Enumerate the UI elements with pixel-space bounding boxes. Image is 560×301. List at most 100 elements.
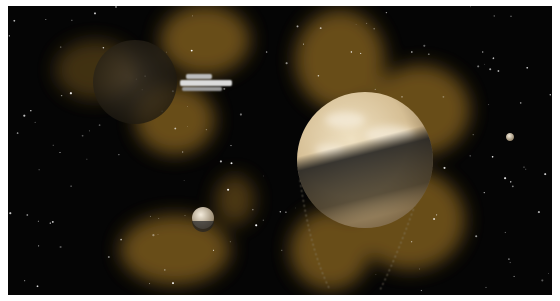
star [504, 177, 506, 179]
star [512, 186, 514, 188]
star [544, 173, 546, 175]
star [482, 51, 483, 52]
star [510, 181, 511, 182]
star [152, 234, 154, 236]
star [99, 124, 101, 126]
star [421, 290, 422, 291]
star [182, 151, 183, 152]
star [484, 64, 485, 65]
star [419, 269, 420, 270]
star [484, 192, 485, 193]
star [423, 45, 425, 47]
star [185, 215, 186, 216]
star [70, 185, 71, 186]
star [285, 211, 287, 213]
star [497, 70, 499, 72]
page: (() => { const g = document.getElementBy… [0, 0, 560, 301]
star [45, 19, 46, 20]
star [510, 262, 511, 263]
star [39, 169, 40, 170]
star [510, 16, 511, 17]
star [17, 132, 19, 134]
star [230, 241, 231, 242]
star [494, 15, 495, 16]
star [174, 128, 176, 130]
star [281, 250, 282, 251]
star [87, 159, 88, 160]
star [475, 235, 477, 237]
star [473, 134, 474, 135]
star [297, 25, 299, 27]
star [37, 285, 39, 287]
star [492, 156, 494, 158]
star [356, 24, 357, 25]
dark-planet [93, 40, 177, 124]
star [401, 96, 402, 97]
star [149, 283, 150, 284]
star [255, 224, 257, 226]
star [477, 65, 479, 67]
star [525, 169, 526, 170]
star [493, 57, 494, 58]
star [286, 62, 288, 64]
star [263, 220, 264, 221]
star [376, 274, 377, 275]
star [548, 273, 549, 274]
main-planet [297, 92, 433, 228]
star [82, 135, 84, 137]
star [184, 180, 185, 181]
star [436, 214, 437, 215]
star [295, 208, 296, 209]
star [35, 122, 36, 123]
star [158, 234, 159, 235]
star [373, 28, 375, 30]
star [485, 287, 486, 288]
star [13, 20, 15, 22]
small-moon [192, 207, 214, 232]
star [428, 53, 430, 55]
star [118, 154, 119, 155]
star [443, 167, 445, 169]
star [227, 189, 229, 191]
star [303, 44, 304, 45]
star [187, 106, 188, 107]
star [120, 239, 122, 241]
star [24, 280, 25, 281]
star [508, 258, 510, 260]
star [266, 51, 268, 53]
star [206, 129, 207, 130]
star [526, 67, 528, 69]
star [172, 282, 174, 284]
star [30, 110, 31, 111]
star [192, 15, 193, 16]
star [443, 96, 445, 98]
space-scene [0, 0, 560, 301]
star [411, 241, 412, 242]
star [514, 276, 515, 277]
star [213, 250, 214, 251]
star [524, 167, 525, 168]
star [360, 53, 361, 54]
star [9, 212, 11, 214]
star [158, 218, 159, 219]
star [23, 115, 25, 117]
star [366, 23, 367, 24]
star [220, 160, 222, 162]
star [230, 145, 231, 146]
star [166, 52, 167, 53]
star [280, 211, 281, 212]
star [375, 89, 376, 90]
star [489, 68, 491, 70]
star [550, 94, 551, 95]
star [252, 209, 254, 211]
star [320, 27, 322, 29]
star [89, 130, 90, 131]
star [488, 104, 489, 105]
star [470, 6, 471, 7]
star [108, 256, 110, 258]
star [9, 35, 10, 36]
star [103, 47, 104, 48]
star [187, 126, 188, 127]
star [263, 176, 264, 177]
star [164, 269, 166, 271]
